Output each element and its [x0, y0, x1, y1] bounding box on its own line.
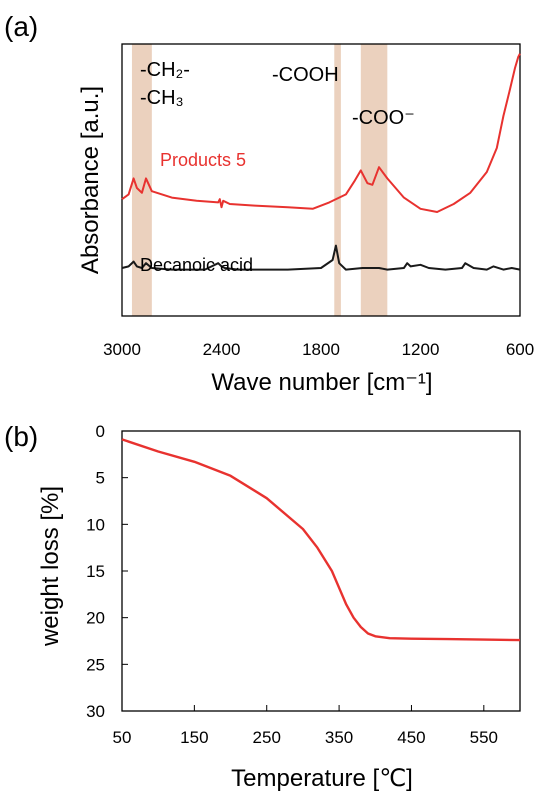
panel-b-y-axis-title: weight loss [%]	[37, 486, 64, 647]
panel-a-series	[121, 53, 521, 271]
series-line-products-5	[121, 53, 521, 213]
series-line-weight-loss	[121, 438, 521, 642]
x-tick-label: 150	[180, 728, 208, 747]
y-tick-label: 30	[86, 702, 105, 721]
panel-a-label: (a)	[4, 11, 38, 42]
y-tick-label: 15	[86, 562, 105, 581]
highlight-band-1	[131, 44, 152, 316]
series-label-decanoic-acid: Decanoic acid	[140, 255, 253, 275]
x-tick-label: 600	[506, 340, 534, 359]
y-tick-label: 25	[86, 655, 105, 674]
annotation-cooh: -COOH	[272, 64, 339, 86]
y-tick-label: 20	[86, 609, 105, 628]
annotation-coo: -COO⁻	[352, 107, 415, 129]
x-tick-label: 1200	[402, 340, 440, 359]
x-tick-label: 550	[470, 728, 498, 747]
y-tick-label: 5	[96, 469, 105, 488]
highlight-band-2	[334, 44, 341, 316]
x-tick-label: 50	[113, 728, 132, 747]
x-tick-label: 250	[253, 728, 281, 747]
panel-b-label: (b)	[4, 421, 38, 452]
y-tick-label: 10	[86, 515, 105, 534]
panel-a-plot-frame	[121, 43, 521, 317]
x-tick-label: 1800	[302, 340, 340, 359]
y-tick-label: 0	[96, 422, 105, 441]
x-tick-label: 350	[325, 728, 353, 747]
panel-a-x-tick-labels: 3000 2400 1800 1200 600	[103, 340, 534, 359]
annotation-ch3: -CH₃	[140, 87, 184, 109]
panel-b-series	[121, 438, 521, 642]
highlight-bands	[131, 44, 388, 316]
x-tick-label: 450	[397, 728, 425, 747]
panel-b-plot-frame	[121, 430, 521, 712]
panel-a-x-axis-title: Wave number [cm⁻¹]	[211, 369, 432, 396]
x-tick-label: 2400	[203, 340, 241, 359]
panel-a-y-axis-title: Absorbance [a.u.]	[77, 86, 104, 274]
panel-b-tick-labels: 50 150 250 350 450 550 0 5 10 15 20 25 30	[86, 422, 498, 747]
x-tick-label: 3000	[103, 340, 141, 359]
series-label-products-5: Products 5	[160, 150, 246, 170]
annotation-ch2: -CH₂-	[140, 59, 190, 81]
series-line-decanoic-acid	[121, 244, 521, 271]
panel-b-x-axis-title: Temperature [℃]	[231, 765, 413, 792]
